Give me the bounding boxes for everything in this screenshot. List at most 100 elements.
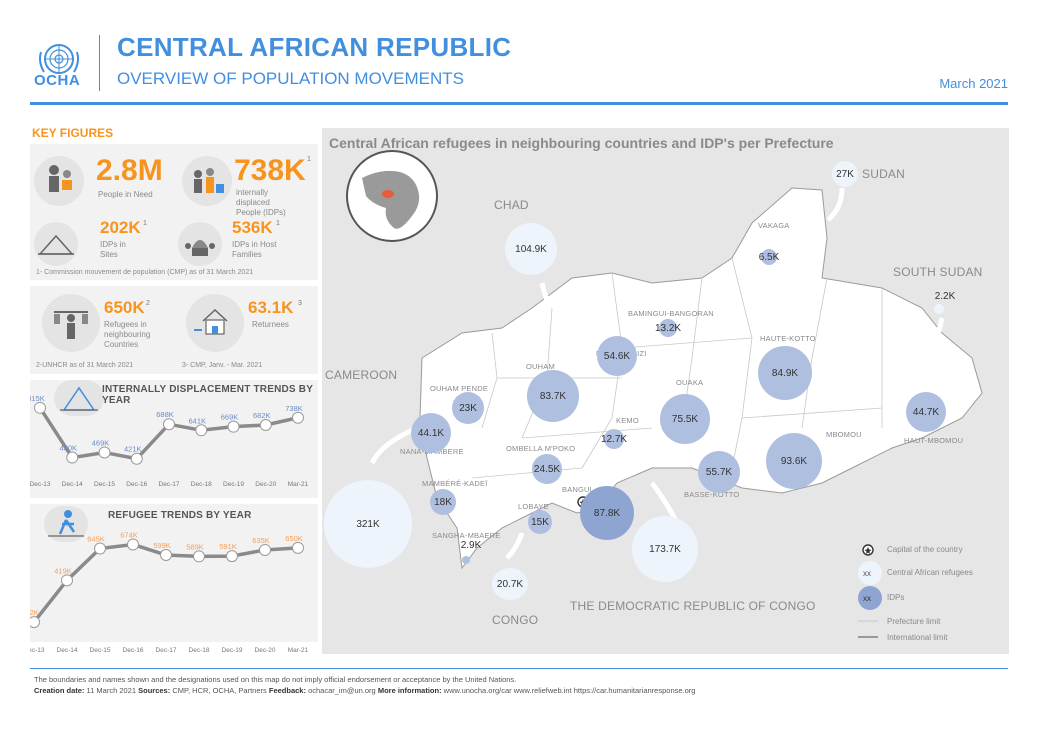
host-label: IDPs in Host Families — [232, 240, 277, 259]
population-map: Central African refugees in neighbouring… — [322, 128, 1009, 654]
idp-trend-point — [66, 451, 79, 464]
refugee-trend-title: REFUGEE TRENDS BY YEAR — [108, 510, 252, 521]
refugee-trend-tick-label: Dec-18 — [189, 647, 210, 654]
prefecture-label-bamingui: BAMINGUI-BANGORAN — [628, 309, 714, 318]
refugee-trend-tick-label: Dec-13 — [30, 647, 45, 654]
country-label-congo: CONGO — [492, 613, 539, 627]
pin-value: 2.8M — [96, 154, 163, 187]
idp-trend-value-label: 815K — [30, 394, 45, 403]
page-title: CENTRAL AFRICAN REPUBLIC — [117, 32, 512, 62]
credits: Creation date: 11 March 2021 Sources: CM… — [34, 686, 695, 695]
refugee-trend-value-label: 645K — [87, 535, 105, 544]
feedback-value[interactable]: ochacar_im@un.org — [308, 686, 376, 695]
idp-bubble-bamingui: 13.2K — [655, 319, 681, 337]
page-subtitle: OVERVIEW OF POPULATION MOVEMENTS — [117, 69, 464, 88]
un-emblem-icon — [39, 44, 79, 74]
idp-bubble-mambere-kadei: 18K — [430, 489, 456, 515]
map-title: Central African refugees in neighbouring… — [329, 135, 834, 151]
refugee-trend-value-label: 599K — [153, 541, 171, 550]
idp-trend-value-label: 421K — [124, 445, 142, 454]
globe-inset-icon — [346, 150, 438, 242]
idp-family-icon — [182, 156, 232, 206]
refugee-trend-tick-label: Dec-19 — [222, 647, 243, 654]
returnees-value: 63.1K — [248, 298, 294, 317]
refugee-trend-point — [226, 550, 238, 563]
prefecture-label-sangha: SANGHA-MBAERE — [432, 531, 501, 540]
host-value: 536K — [232, 218, 273, 237]
refugee-trend-point — [30, 616, 40, 629]
prefecture-label-bangui: BANGUI — [562, 485, 592, 494]
idp-trend-tick-label: Dec-18 — [191, 481, 212, 488]
footer-rule — [30, 668, 1008, 669]
idp-bubble-haute-kotto: 84.9K — [758, 346, 812, 400]
key-figures-box-2: 650K 2 Refugees in neighbouring Countrie… — [30, 286, 318, 374]
prefecture-label-vakaga: VAKAGA — [758, 221, 790, 230]
idp-trend-panel: INTERNALLY DISPLACEMENT TRENDS BY YEAR 8… — [30, 380, 318, 498]
idp-bubble-nana-grebizi: 54.6K — [597, 336, 637, 376]
info-label: More information: — [377, 686, 442, 695]
prefecture-label-basse-kotto: BASSE-KOTTO — [684, 490, 740, 499]
idp-bubble-ouham-pende: 23K — [452, 392, 484, 424]
prefecture-label-haute-kotto: HAUTE-KOTTO — [760, 334, 816, 343]
legend-refugees: Central African refugees — [887, 568, 973, 577]
header-divider — [99, 35, 100, 91]
refugee-trend-value-label: 419K — [54, 566, 72, 575]
prefecture-label-ouham: OUHAM — [526, 362, 555, 371]
sites-label: IDPs in Sites — [100, 240, 126, 259]
refugee-trend-tick-label: Dec-17 — [156, 647, 177, 654]
country-label-chad: CHAD — [494, 198, 529, 212]
refugee-bubble-drc: 173.7K — [632, 516, 698, 582]
refugee-trend-panel: REFUGEE TRENDS BY YEAR 122K Dec-13 419K Dec… — [30, 504, 318, 654]
refugee-trend-point — [94, 542, 106, 555]
refugee-trend-tick-label: Dec-15 — [90, 647, 111, 654]
key-figures-note-2: 2-UNHCR as of 31 March 2021 — [36, 362, 134, 369]
idp-site-tent-icon — [34, 222, 78, 266]
idp-trend-tick-label: Mar-21 — [288, 481, 309, 488]
creation-label: Creation date: — [34, 686, 85, 695]
idp-bubble-lobaye: 15K — [528, 510, 552, 534]
prefecture-label-lobaye: LOBAYE — [518, 502, 549, 511]
idp-trend-tick-label: Dec-16 — [126, 481, 147, 488]
key-figures-title: KEY FIGURES — [32, 126, 114, 140]
key-figures-note-1: 1- Commission mouvement de population (C… — [36, 269, 254, 276]
info-value[interactable]: www.unocha.org/car www.reliefweb.int htt… — [443, 686, 696, 695]
refugee-trend-tick-label: Dec-16 — [123, 647, 144, 654]
refugee-trend-chart: 122K Dec-13 419K Dec-14 645K Dec-15 674K Dec-16… — [30, 530, 309, 654]
legend-prefecture-limit: Prefecture limit — [887, 617, 941, 626]
idp-trend-point — [163, 418, 175, 431]
idp-trend-value-label: 430K — [59, 444, 77, 453]
idp-bubble-kemo: 12.7K — [601, 429, 627, 449]
country-label-drc: THE DEMOCRATIC REPUBLIC OF CONGO — [570, 599, 816, 613]
refugees-footnote: 2 — [146, 300, 150, 307]
country-label-cameroon: CAMEROON — [325, 368, 398, 382]
idp-trend-chart: 815K Dec-13 430K Dec-14 469K Dec-15 421K Dec-16… — [30, 394, 309, 488]
idp-bubble-mbomou: 93.6K — [766, 433, 822, 489]
refugee-trend-value-label: 591K — [219, 542, 237, 551]
refugee-trend-tick-label: Dec-20 — [255, 647, 276, 654]
prefecture-label-ombella: OMBELLA M'POKO — [506, 444, 576, 453]
idp-trend-point — [227, 420, 240, 433]
sources-label: Sources: — [138, 686, 171, 695]
feedback-label: Feedback: — [268, 686, 306, 695]
refugee-trend-point — [61, 574, 73, 587]
idp-bubble-haut-mbomou: 44.7K — [906, 392, 946, 432]
idp-bubble-vakaga: 6.5K — [759, 249, 779, 265]
refugee-trend-tick-label: Dec-14 — [57, 647, 78, 654]
host-family-hut-icon — [178, 222, 222, 266]
legend-idps-sample: xx — [863, 594, 871, 603]
idp-bubble-ouham: 83.7K — [527, 370, 579, 422]
refugees-value: 650K — [104, 298, 145, 317]
prefecture-label-mambere-kadei: MAMBÉRÉ-KADEÏ — [422, 479, 488, 488]
idp-trend-title: INTERNALLY DISPLACEMENT TRENDS BY YEAR — [102, 384, 313, 406]
refugee-trend-point — [292, 541, 304, 554]
refugee-trend-value-label: 674K — [120, 530, 138, 539]
prefecture-limits — [471, 257, 883, 479]
key-figures-note-3: 3- CMP, Janv. - Mar. 2021 — [182, 362, 263, 369]
idp-dot-sangha — [462, 556, 470, 564]
key-figures-box-1: 2.8M People in Need 738K 1 internally di… — [30, 144, 318, 280]
people-in-need-icon — [34, 156, 84, 206]
idp-trend-tick-label: Dec-13 — [30, 481, 51, 488]
returnees-house-icon — [186, 294, 244, 352]
idp-trend-point — [98, 446, 111, 459]
idp-trend-value-label: 641K — [188, 416, 206, 425]
